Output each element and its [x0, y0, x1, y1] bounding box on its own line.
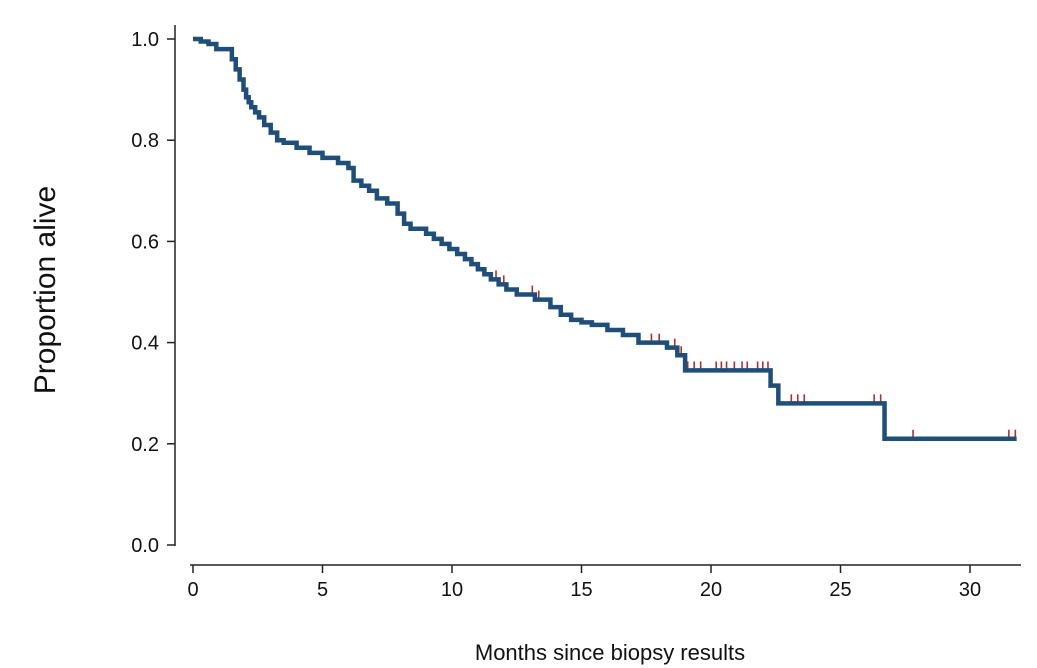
y-tick-label: 0.4: [131, 333, 159, 355]
x-axis-ticks: 0 5 10 15 20 25 30: [187, 565, 981, 601]
x-tick-label: 10: [441, 579, 463, 601]
y-axis-title: Proportion alive: [29, 186, 62, 394]
x-tick-label: 5: [317, 579, 328, 601]
x-tick-label: 30: [959, 579, 981, 601]
x-tick-label: 20: [700, 579, 722, 601]
y-tick-label: 0.2: [131, 434, 159, 456]
x-tick-label: 15: [570, 579, 592, 601]
survival-curve: [193, 36, 1017, 441]
y-tick-label: 0.0: [131, 535, 159, 557]
y-tick-label: 0.6: [131, 231, 159, 253]
x-axis-title: Months since biopsy results: [475, 640, 745, 665]
censor-marks: [495, 270, 1017, 440]
y-tick-label: 1.0: [131, 29, 159, 51]
x-tick-label: 0: [187, 579, 198, 601]
y-axis-ticks: 0.0 0.2 0.4 0.6 0.8 1.0: [131, 29, 175, 557]
x-tick-label: 25: [829, 579, 851, 601]
y-tick-label: 0.8: [131, 130, 159, 152]
